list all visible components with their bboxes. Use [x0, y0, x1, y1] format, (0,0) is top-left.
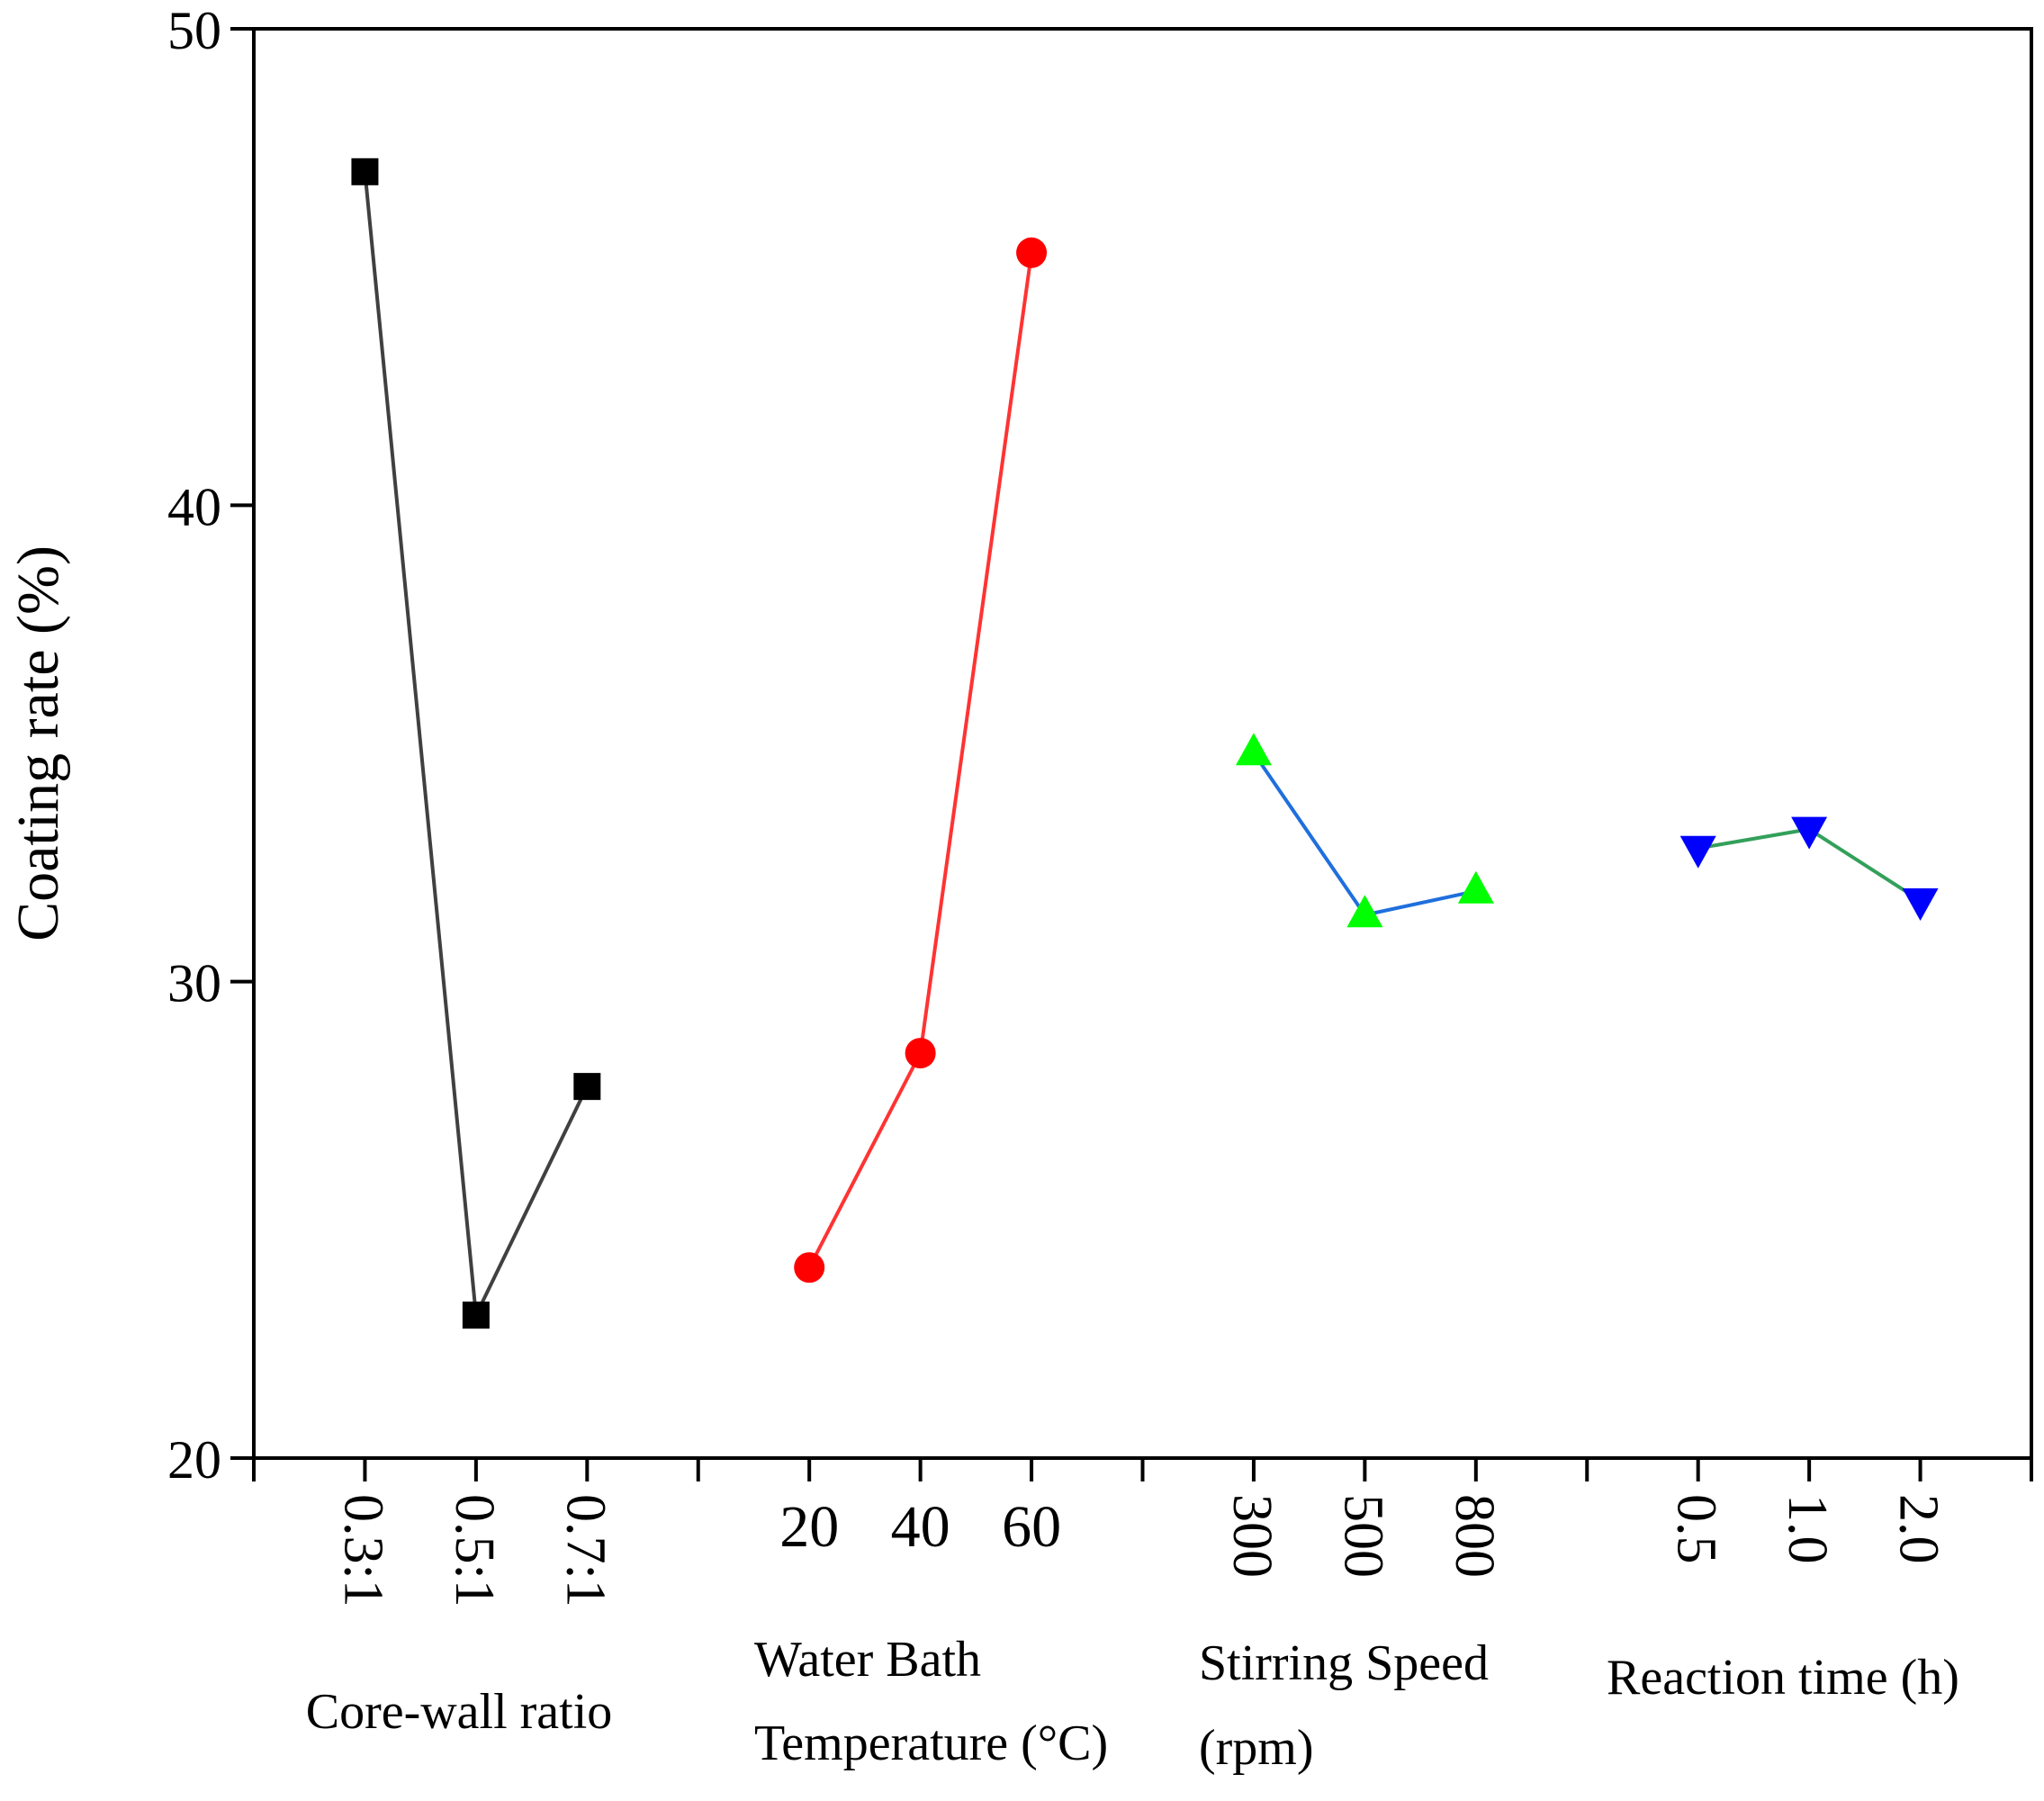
- series-line-segment: [1697, 827, 1810, 851]
- data-point: [905, 1038, 936, 1069]
- y-tick-label: 50: [167, 1, 221, 60]
- series-line-segment: [1808, 827, 1922, 903]
- plot-frame: [252, 27, 2033, 1460]
- data-point: [1679, 835, 1716, 869]
- series-line-segment: [1364, 889, 1477, 917]
- y-tick-label: 20: [167, 1430, 221, 1490]
- x-group-label: (rpm): [1199, 1720, 1314, 1776]
- series-1: [351, 158, 601, 1329]
- data-point: [1016, 237, 1048, 268]
- x-tick-label: 2.0: [1888, 1494, 1949, 1564]
- x-group-label: Temperature (°C): [754, 1715, 1108, 1771]
- data-point: [1902, 888, 1939, 921]
- data-point: [573, 1073, 601, 1101]
- data-point: [1457, 870, 1494, 904]
- y-tick-label: 30: [167, 954, 221, 1013]
- plot-axes: [230, 27, 2033, 1481]
- x-tick-label: 60: [1002, 1494, 1061, 1560]
- x-group-label: Core-wall ratio: [306, 1684, 613, 1740]
- series-4: [1679, 816, 1939, 921]
- data-point: [1235, 733, 1272, 766]
- labels-layer: 20 30 40 50 Coating rate (%) 0.3:1 0.5:1 0.7:1 C…: [5, 1, 1959, 1776]
- x-group-label: Water Bath: [754, 1632, 981, 1688]
- series-layer: [351, 158, 1939, 1329]
- x-tick-label: 0.5:1: [444, 1494, 505, 1607]
- series-3: [1235, 733, 1494, 928]
- series-2: [794, 237, 1048, 1283]
- data-point: [351, 158, 379, 185]
- x-tick-label: 0.7:1: [554, 1494, 616, 1607]
- x-tick-label: 500: [1332, 1494, 1393, 1578]
- x-tick-label: 0.3:1: [332, 1494, 393, 1607]
- series-line-segment: [363, 171, 478, 1316]
- data-point: [1791, 816, 1828, 850]
- data-point: [794, 1252, 825, 1283]
- y-tick-label: 40: [167, 477, 221, 536]
- data-point: [462, 1301, 490, 1329]
- series-line-segment: [474, 1085, 590, 1317]
- x-tick-label: 1.0: [1777, 1494, 1838, 1564]
- series-line-segment: [807, 1052, 923, 1269]
- x-tick-label: 40: [891, 1494, 950, 1560]
- x-tick-label: 300: [1221, 1494, 1283, 1578]
- series-line-segment: [1252, 752, 1367, 916]
- x-group-label: Stirring Speed: [1199, 1635, 1489, 1691]
- x-tick-label: 0.5: [1666, 1494, 1727, 1564]
- series-line-segment: [918, 252, 1034, 1054]
- x-tick-label: 20: [779, 1494, 839, 1560]
- data-point: [1346, 895, 1383, 928]
- x-tick-label: 800: [1444, 1494, 1505, 1578]
- y-axis-label: Coating rate (%): [5, 545, 71, 941]
- x-group-label: Reaction time (h): [1607, 1650, 1959, 1706]
